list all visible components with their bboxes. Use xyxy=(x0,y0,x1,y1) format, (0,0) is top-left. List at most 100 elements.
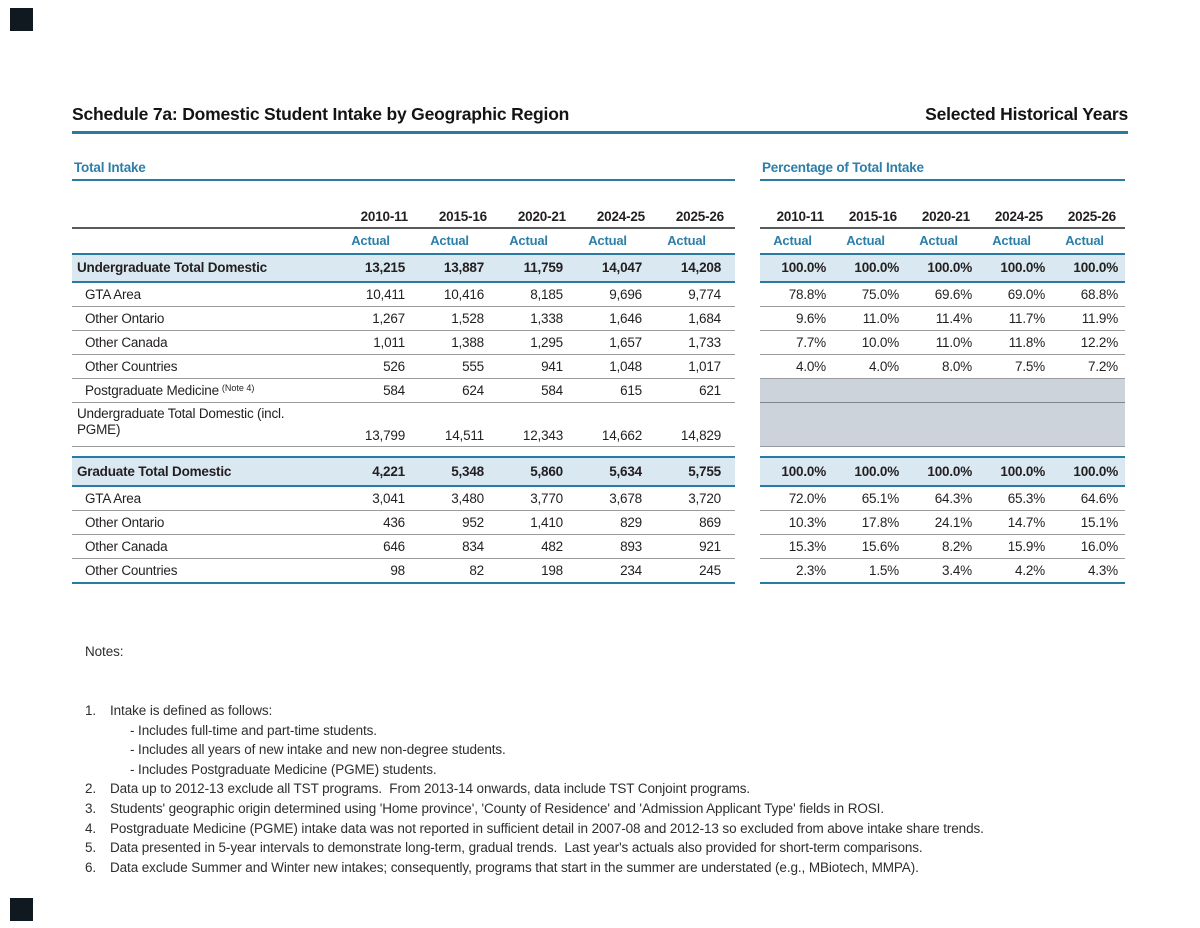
pct-cell: 100.0% xyxy=(1000,463,1045,479)
note-item: 3. Students' geographic origin determined… xyxy=(85,799,1155,819)
pct-cell: 7.2% xyxy=(1088,359,1118,374)
pct-cell: 64.6% xyxy=(1080,490,1118,506)
value-cell: 646 xyxy=(383,538,405,554)
note-subitem: - Includes Postgraduate Medicine (PGME) … xyxy=(130,761,437,777)
value-cell: 1,017 xyxy=(688,359,721,374)
row-label-text: GTA Area xyxy=(85,490,141,506)
row-label: Other Canada xyxy=(72,539,340,554)
value-cell: 3,041 xyxy=(372,490,405,506)
actual-label: Actual xyxy=(846,233,885,249)
row-label-text: Other Ontario xyxy=(85,311,165,326)
year-column-header: 2010-11 xyxy=(776,209,825,224)
pct-cell: 1.5% xyxy=(869,562,899,578)
table-row: Graduate Total Domestic 4,221 5,348 5,860 5,… xyxy=(72,456,735,487)
table-row: 100.0% 100.0% 100.0% 100.0% 100.0% xyxy=(760,456,1125,487)
value-cell: 5,634 xyxy=(609,463,642,479)
pct-cell: 65.1% xyxy=(861,490,899,506)
pct-cell: 11.8% xyxy=(1008,335,1045,350)
row-label: Other Ontario xyxy=(72,515,340,530)
pct-cell: 72.0% xyxy=(788,490,826,506)
pct-cell: 11.0% xyxy=(862,311,899,326)
section-gap xyxy=(72,447,735,456)
pct-cell: 69.0% xyxy=(1007,287,1045,302)
percentage-intake-table: Percentage of Total Intake 2010-11 2015-1… xyxy=(760,160,1125,584)
pct-cell: 100.0% xyxy=(781,463,826,479)
year-column-header: 2025-26 xyxy=(1067,209,1116,224)
actual-label: Actual xyxy=(667,233,706,249)
note-item: 2. Data up to 2012-13 exclude all TST pro… xyxy=(85,779,1155,799)
row-label-text: Undergraduate Total Domestic (incl. PGME… xyxy=(77,406,285,437)
notes-section: Notes: 1. Intake is defined as follows: - … xyxy=(85,603,1155,917)
value-cell: 834 xyxy=(462,538,484,554)
value-cell: 14,511 xyxy=(444,428,484,443)
pct-cell: 11.0% xyxy=(935,335,972,350)
value-cell: 1,733 xyxy=(688,335,721,350)
actual-label: Actual xyxy=(919,233,958,249)
year-column-header: 2024-25 xyxy=(596,209,645,224)
pct-cell: 24.1% xyxy=(934,514,972,530)
note-number: 4. xyxy=(85,820,97,836)
value-cell: 12,343 xyxy=(522,428,563,443)
table-row: Other Countries 98 82 198 234 245 xyxy=(72,559,735,584)
value-cell: 9,774 xyxy=(688,287,721,302)
corner-square-bottom xyxy=(10,898,33,921)
note-number: 1. xyxy=(85,702,97,718)
pct-cell: 4.0% xyxy=(796,359,826,374)
value-cell: 234 xyxy=(620,562,642,578)
value-cell: 5,348 xyxy=(451,463,484,479)
value-cell: 10,411 xyxy=(365,287,405,302)
pct-cell: 100.0% xyxy=(1073,260,1118,276)
row-label-text: Other Canada xyxy=(85,335,168,350)
actual-label: Actual xyxy=(588,233,627,249)
table-row: 15.3% 15.6% 8.2% 15.9% 16.0% xyxy=(760,535,1125,559)
pct-cell: 100.0% xyxy=(1073,463,1118,479)
pct-cell: 15.9% xyxy=(1007,538,1045,554)
note-text: Postgraduate Medicine (PGME) intake data… xyxy=(110,820,984,836)
pct-cell: 3.4% xyxy=(942,562,972,578)
row-label-text: Graduate Total Domestic xyxy=(77,463,232,479)
note-reference: (Note 4) xyxy=(221,383,255,393)
table-row: Undergraduate Total Domestic 13,215 13,887… xyxy=(72,254,735,283)
value-cell: 624 xyxy=(462,383,484,398)
value-cell: 3,770 xyxy=(530,490,563,506)
value-cell: 1,410 xyxy=(530,514,563,530)
value-cell: 1,684 xyxy=(688,311,721,326)
pct-cell: 78.8% xyxy=(788,287,826,302)
tables-area: Total Intake 2010-11 2015-16 2020-21 2024-2… xyxy=(72,160,1125,584)
row-label-text: Other Canada xyxy=(85,538,168,554)
year-column-header: 2015-16 xyxy=(848,209,897,224)
pct-cell: 100.0% xyxy=(854,463,899,479)
actual-label: Actual xyxy=(509,233,548,249)
pct-cell: 10.0% xyxy=(861,335,899,350)
pct-cell: 15.3% xyxy=(788,538,826,554)
table-row: 10.3% 17.8% 24.1% 14.7% 15.1% xyxy=(760,511,1125,535)
pct-cell: 8.0% xyxy=(942,359,972,374)
row-label: Other Canada xyxy=(72,335,340,350)
suppressed-cell-block xyxy=(760,379,1125,403)
pct-cell: 4.0% xyxy=(869,359,899,374)
value-cell: 245 xyxy=(699,562,721,578)
pct-cell: 100.0% xyxy=(1000,260,1045,276)
row-label: Other Countries xyxy=(72,359,340,374)
table-row: 2.3% 1.5% 3.4% 4.2% 4.3% xyxy=(760,559,1125,584)
row-label: Other Ontario xyxy=(72,311,340,326)
pct-cell: 12.2% xyxy=(1080,335,1118,350)
actual-label: Actual xyxy=(351,233,390,249)
right-table-body: 100.0% 100.0% 100.0% 100.0% 100.0% 78.8% 75.0%… xyxy=(760,254,1125,584)
note-number: 3. xyxy=(85,800,97,816)
note-subitem: - Includes all years of new intake and n… xyxy=(130,742,506,758)
value-cell: 3,480 xyxy=(451,490,484,506)
left-table-body: Undergraduate Total Domestic 13,215 13,887… xyxy=(72,254,735,584)
table-row: Undergraduate Total Domestic (incl. PGME… xyxy=(72,403,735,447)
value-cell: 615 xyxy=(620,383,642,398)
page-title: Schedule 7a: Domestic Student Intake by … xyxy=(72,104,570,124)
year-column-header: 2020-21 xyxy=(921,209,970,224)
value-cell: 5,860 xyxy=(530,463,563,479)
row-label-text: GTA Area xyxy=(85,287,141,302)
note-text: Intake is defined as follows: xyxy=(110,702,273,718)
pct-cell: 65.3% xyxy=(1007,490,1045,506)
value-cell: 13,799 xyxy=(364,428,405,443)
pct-cell: 100.0% xyxy=(781,260,826,276)
table-row: Other Canada 1,011 1,388 1,295 1,657 1,733 xyxy=(72,331,735,355)
left-years-row: 2010-11 2015-16 2020-21 2024-25 2025-26 xyxy=(72,198,735,229)
